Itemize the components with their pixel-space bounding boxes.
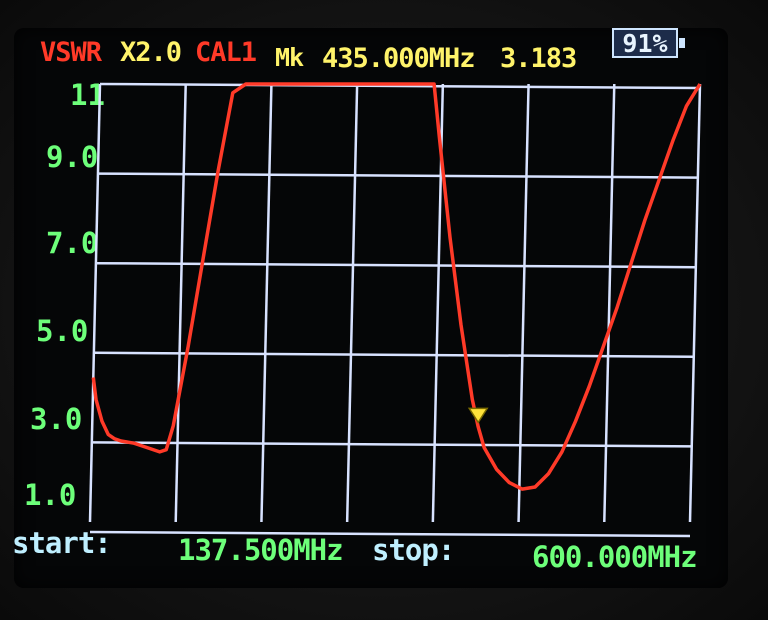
chart-grid (88, 82, 702, 538)
grid-line-horizontal (93, 351, 695, 359)
grid-line-horizontal (99, 82, 701, 90)
grid-line-vertical (174, 83, 187, 523)
marker-triangle-icon (467, 407, 489, 424)
grid-line-horizontal (97, 172, 699, 179)
marker-label: Mk (275, 43, 304, 72)
grid-line-vertical (88, 83, 102, 523)
grid-line-horizontal (95, 261, 697, 269)
cal-label: CAL1 (195, 37, 257, 68)
y-tick-label: 7.0 (46, 226, 99, 260)
battery-percent: 91% (622, 29, 668, 58)
y-tick-label: 1.0 (24, 478, 77, 512)
scale-label: X2.0 (120, 37, 182, 68)
marker-vswr-value: 3.183 (500, 43, 577, 74)
grid-line-vertical (517, 83, 530, 523)
start-label: start: (12, 526, 112, 560)
battery-tip-icon (679, 38, 685, 48)
start-frequency: 137.500MHz (178, 533, 344, 567)
grid-line-vertical (345, 83, 359, 523)
grid-line-horizontal (89, 530, 691, 538)
battery-indicator: 91% (612, 28, 685, 58)
mode-label: VSWR (40, 37, 102, 68)
stop-label: stop: (372, 533, 455, 567)
y-tick-label: 5.0 (36, 314, 89, 348)
grid-line-vertical (688, 83, 702, 523)
stop-frequency: 600.000MHz (532, 540, 698, 574)
grid-line-horizontal (91, 441, 693, 448)
y-tick-label: 9.0 (46, 140, 99, 174)
y-tick-label: 3.0 (30, 402, 83, 436)
marker-frequency: 435.000MHz (322, 43, 476, 74)
vswr-trace-line (91, 82, 702, 491)
grid-line-vertical (603, 83, 616, 523)
grid-line-vertical (260, 83, 273, 523)
